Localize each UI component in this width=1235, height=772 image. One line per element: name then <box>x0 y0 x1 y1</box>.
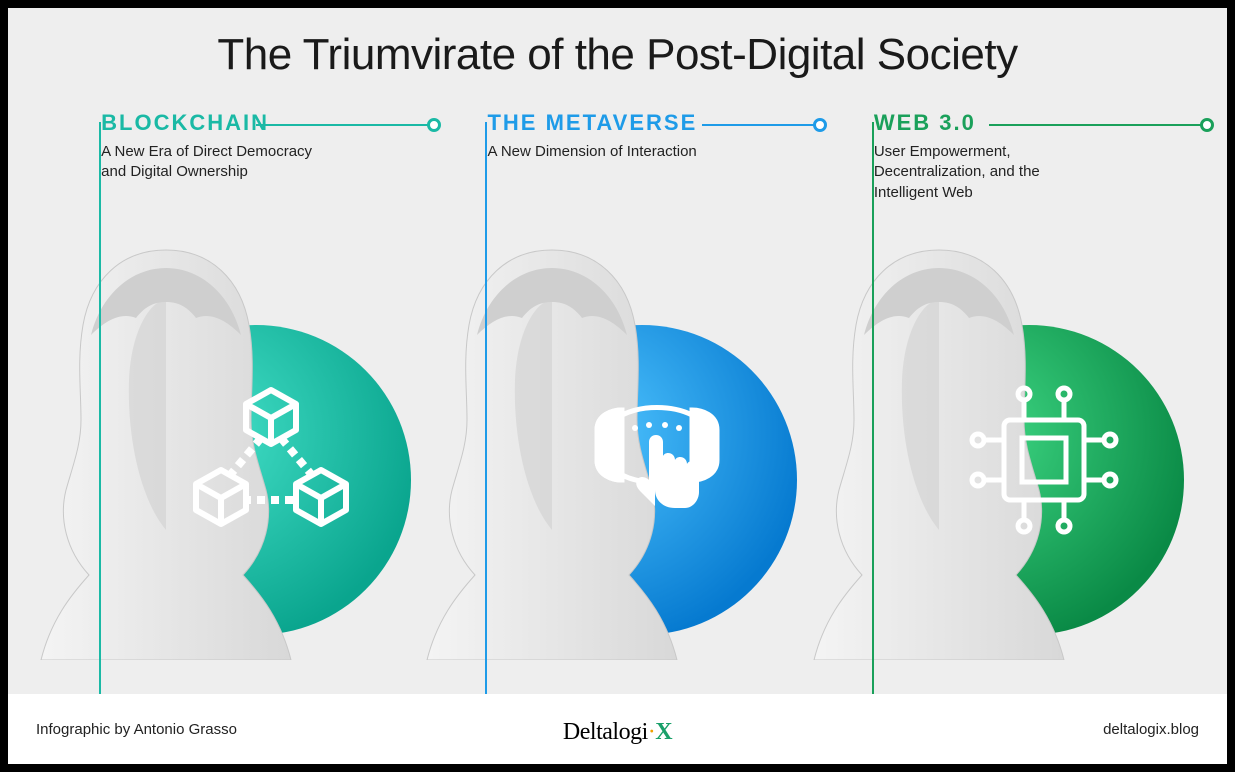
deltalogix-logo: Deltalogi·X <box>533 707 702 752</box>
cube-left <box>196 470 246 524</box>
dot <box>676 425 682 431</box>
callout-rule <box>256 124 435 126</box>
chip-inner <box>1022 438 1066 482</box>
pillar-title: BLOCKCHAIN <box>101 110 411 136</box>
canvas: The Triumvirate of the Post-Digital Soci… <box>8 8 1227 694</box>
pillars-row: BLOCKCHAIN A New Era of Direct Democracy… <box>8 90 1227 660</box>
cube-right <box>296 470 346 524</box>
pillar-desc: A New Era of Direct Democracy and Digita… <box>101 142 321 183</box>
logo-text: eltalogi <box>580 719 648 745</box>
site-text: deltalogix.blog <box>1103 721 1199 738</box>
dot <box>646 422 652 428</box>
metaverse-icon <box>577 380 737 540</box>
pillar-web3: WEB 3.0 User Empowerment, Decentralizati… <box>814 90 1194 660</box>
dot <box>662 422 668 428</box>
callout-rule <box>702 124 821 126</box>
credit-text: Infographic by Antonio Grasso <box>36 721 237 738</box>
callout-node <box>1200 118 1214 132</box>
chip-icon <box>964 380 1124 540</box>
label-block: THE METAVERSE A New Dimension of Interac… <box>487 110 797 162</box>
pillar-title: WEB 3.0 <box>874 110 1184 136</box>
curved-panel <box>597 410 622 480</box>
logo-letter-x: X <box>655 719 672 745</box>
dot <box>632 425 638 431</box>
main-title: The Triumvirate of the Post-Digital Soci… <box>8 8 1227 90</box>
logo-letter-d: D <box>563 719 580 745</box>
callout-stem <box>99 122 101 694</box>
pillar-title: THE METAVERSE <box>487 110 797 136</box>
infographic-frame: The Triumvirate of the Post-Digital Soci… <box>0 0 1235 772</box>
pillar-desc: A New Dimension of Interaction <box>487 142 707 162</box>
callout-stem <box>872 122 874 694</box>
callout-stem <box>485 122 487 694</box>
callout-rule <box>989 124 1208 126</box>
chip-outer <box>1004 420 1084 500</box>
pillar-desc: User Empowerment, Decentralization, and … <box>874 142 1094 203</box>
panel-top-arc <box>622 408 692 416</box>
pillar-blockchain: BLOCKCHAIN A New Era of Direct Democracy… <box>41 90 421 660</box>
pillar-metaverse: THE METAVERSE A New Dimension of Interac… <box>427 90 807 660</box>
blockchain-icon <box>191 380 351 540</box>
label-block: WEB 3.0 User Empowerment, Decentralizati… <box>874 110 1184 203</box>
cube-top <box>246 390 296 444</box>
label-block: BLOCKCHAIN A New Era of Direct Democracy… <box>101 110 411 183</box>
chain-link <box>231 438 261 474</box>
chain-link <box>281 438 311 474</box>
